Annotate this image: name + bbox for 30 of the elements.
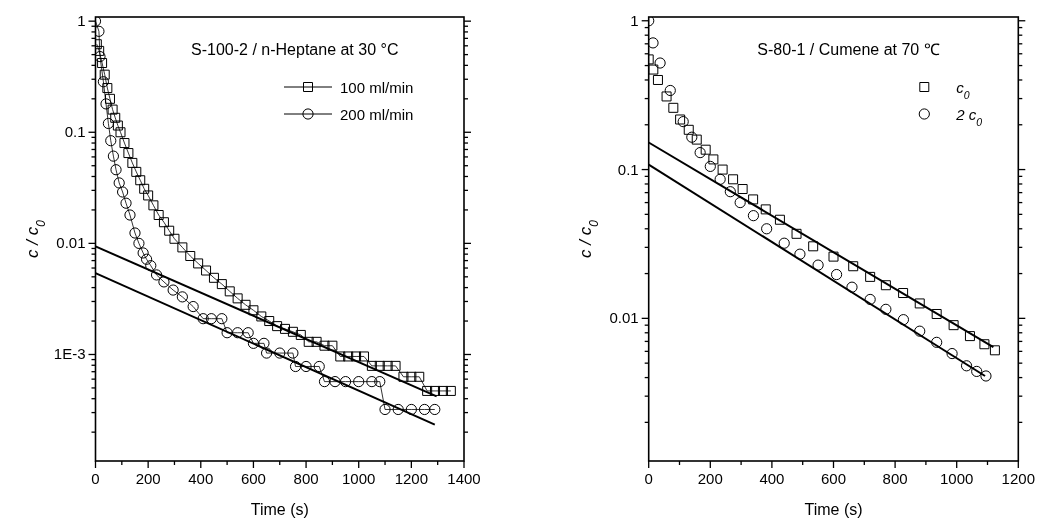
x-tick-label: 1200 <box>1001 470 1035 487</box>
y-tick-label: 1 <box>77 12 86 30</box>
x-tick-label: 0 <box>644 470 653 487</box>
x-axis-title: Time (s) <box>804 501 863 518</box>
x-tick-label: 800 <box>293 470 319 487</box>
legend-label: 2 c$_{0}$ <box>955 106 983 128</box>
x-tick-label: 1000 <box>940 470 974 487</box>
x-tick-label: 200 <box>135 470 161 487</box>
legend-label: 100 ml/min <box>340 79 414 96</box>
x-tick-label: 600 <box>240 470 266 487</box>
y-tick-label: 0.01 <box>609 309 639 327</box>
x-tick-label: 400 <box>759 470 785 487</box>
x-tick-label: 1200 <box>394 470 429 487</box>
y-tick-label: 0.1 <box>64 123 86 141</box>
x-tick-label: 600 <box>820 470 847 487</box>
legend-label: 200 ml/min <box>340 106 414 123</box>
y-tick-label: 0.01 <box>56 234 86 252</box>
x-tick-label: 400 <box>188 470 214 487</box>
y-tick-label: 0.1 <box>617 160 639 178</box>
y-tick-label: 1E-3 <box>53 345 86 363</box>
x-tick-label: 0 <box>91 470 100 487</box>
x-tick-label: 800 <box>882 470 908 487</box>
text: S-100-2 / n-Heptane at 30 °C <box>191 41 399 58</box>
x-axis-title: Time (s) <box>250 501 309 518</box>
legend-label: c$_{0}$ <box>956 79 970 101</box>
x-tick-label: 1000 <box>342 470 376 487</box>
text: S-80-1 / Cumene at 70 ℃ <box>757 41 940 58</box>
x-tick-label: 1400 <box>447 470 481 487</box>
y-tick-label: 1 <box>630 11 639 29</box>
x-tick-label: 200 <box>697 470 723 487</box>
